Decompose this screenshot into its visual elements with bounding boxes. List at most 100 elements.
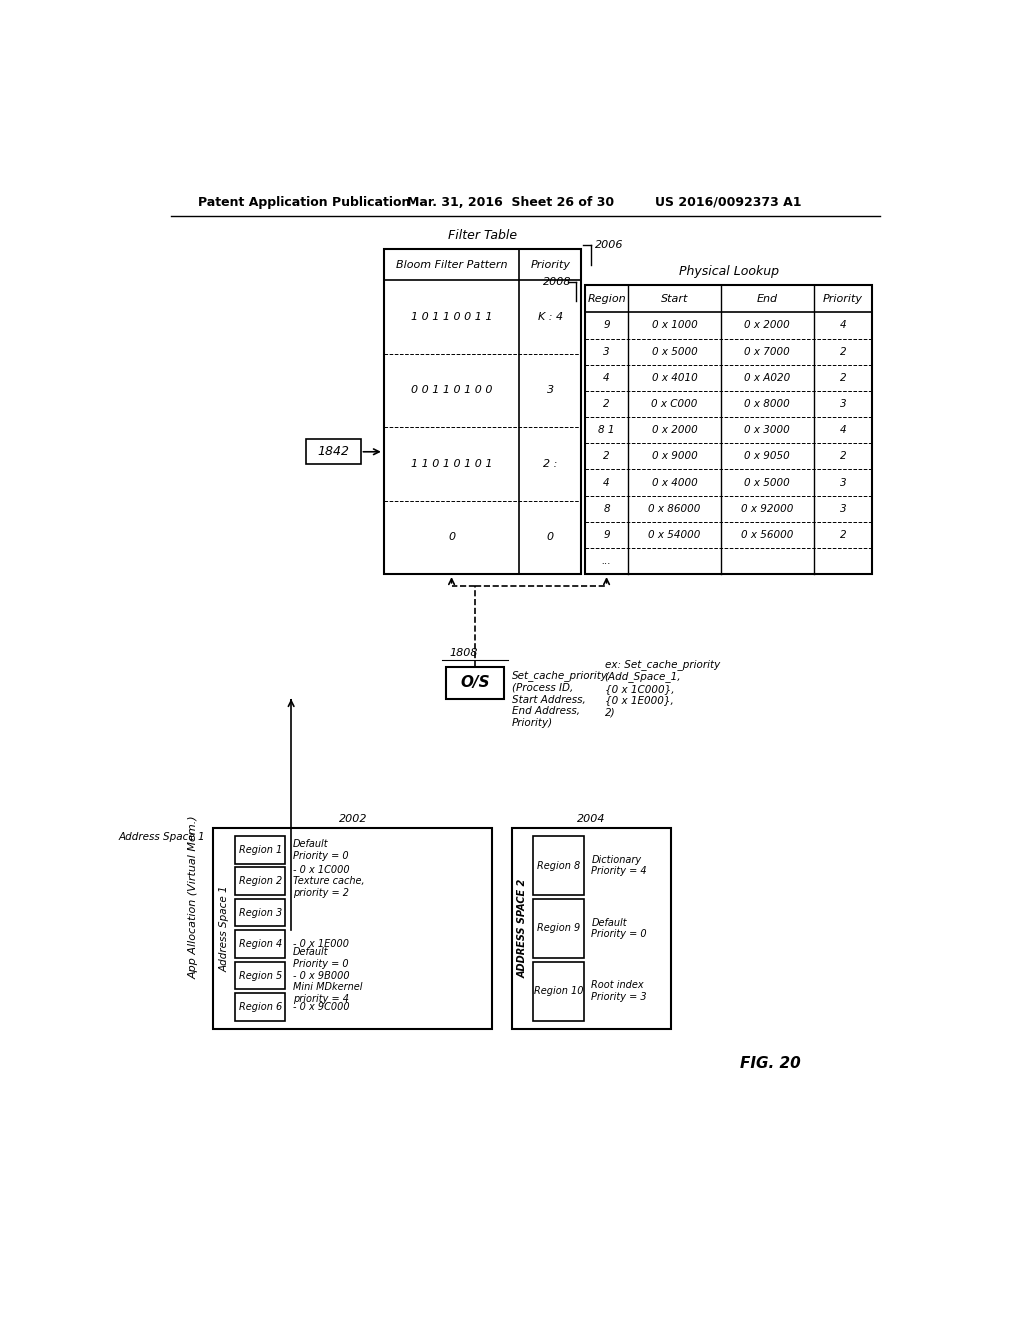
Text: Region 4: Region 4 <box>239 939 282 949</box>
Text: ...: ... <box>602 556 611 566</box>
Bar <box>234 931 286 958</box>
Text: 4: 4 <box>603 478 610 487</box>
Text: 1 1 0 1 0 1 0 1: 1 1 0 1 0 1 0 1 <box>411 459 493 469</box>
Text: 0 x C000: 0 x C000 <box>651 399 697 409</box>
Text: - 0 x 1E000: - 0 x 1E000 <box>293 939 349 949</box>
Text: Region 6: Region 6 <box>239 1002 282 1012</box>
Text: 0 x 2000: 0 x 2000 <box>744 321 791 330</box>
Text: 4: 4 <box>840 425 846 436</box>
Text: 8: 8 <box>603 504 610 513</box>
Text: 0 x 9050: 0 x 9050 <box>744 451 791 462</box>
Text: 0 x 7000: 0 x 7000 <box>744 347 791 356</box>
Text: 2: 2 <box>840 372 846 383</box>
Text: Priority: Priority <box>530 260 570 269</box>
Text: Bloom Filter Pattern: Bloom Filter Pattern <box>396 260 507 269</box>
Text: 0 x 54000: 0 x 54000 <box>648 529 700 540</box>
Text: 0 x 8000: 0 x 8000 <box>744 399 791 409</box>
Text: 0 x 5000: 0 x 5000 <box>744 478 791 487</box>
Text: Dictionary
Priority = 4: Dictionary Priority = 4 <box>592 855 647 876</box>
Text: 0 x 92000: 0 x 92000 <box>741 504 794 513</box>
Text: Region 9: Region 9 <box>537 924 581 933</box>
Text: 2 :: 2 : <box>543 459 557 469</box>
Bar <box>512 829 671 1028</box>
Text: 2: 2 <box>603 451 610 462</box>
Bar <box>234 899 286 927</box>
Text: US 2016/0092373 A1: US 2016/0092373 A1 <box>655 195 802 209</box>
Text: Physical Lookup: Physical Lookup <box>679 265 778 279</box>
Text: 0 x 1000: 0 x 1000 <box>651 321 697 330</box>
Text: 0: 0 <box>547 532 554 543</box>
Text: End: End <box>757 294 778 304</box>
Text: 2004: 2004 <box>577 814 605 824</box>
Text: Default
Priority = 0: Default Priority = 0 <box>293 840 349 861</box>
Bar <box>445 667 504 700</box>
Text: 3: 3 <box>840 478 846 487</box>
Text: ex: Set_cache_priority
(Add_Space_1,
{0 x 1C000},
{0 x 1E000},
2): ex: Set_cache_priority (Add_Space_1, {0 … <box>604 659 720 717</box>
Text: 9: 9 <box>603 529 610 540</box>
Text: 4: 4 <box>603 372 610 383</box>
Text: Region 1: Region 1 <box>239 845 282 855</box>
Text: Priority: Priority <box>823 294 863 304</box>
Text: 3: 3 <box>840 399 846 409</box>
Text: Region 3: Region 3 <box>239 908 282 917</box>
Text: 2002: 2002 <box>339 814 367 824</box>
Bar <box>534 836 584 895</box>
Bar <box>534 962 584 1020</box>
Bar <box>384 249 582 574</box>
Bar <box>234 867 286 895</box>
Text: 4: 4 <box>840 321 846 330</box>
Text: 3: 3 <box>547 385 554 396</box>
Text: 0 0 1 1 0 1 0 0: 0 0 1 1 0 1 0 0 <box>411 385 493 396</box>
Bar <box>234 836 286 863</box>
Text: App Allocation (Virtual Mem.): App Allocation (Virtual Mem.) <box>188 816 199 979</box>
Text: Mar. 31, 2016  Sheet 26 of 30: Mar. 31, 2016 Sheet 26 of 30 <box>407 195 614 209</box>
Text: 2008: 2008 <box>543 277 571 286</box>
Text: 0 x 56000: 0 x 56000 <box>741 529 794 540</box>
Bar <box>234 962 286 990</box>
Text: Region: Region <box>587 294 626 304</box>
Text: 0 x 3000: 0 x 3000 <box>744 425 791 436</box>
Bar <box>213 829 493 1028</box>
Text: 2: 2 <box>603 399 610 409</box>
Text: Default
Priority = 0: Default Priority = 0 <box>592 917 647 940</box>
Text: - 0 x 1C000
Texture cache,
priority = 2: - 0 x 1C000 Texture cache, priority = 2 <box>293 865 365 898</box>
Text: 0 x 86000: 0 x 86000 <box>648 504 700 513</box>
Text: Region 5: Region 5 <box>239 970 282 981</box>
Bar <box>306 440 360 465</box>
Text: O/S: O/S <box>460 676 489 690</box>
Text: Patent Application Publication: Patent Application Publication <box>198 195 411 209</box>
Text: 1842: 1842 <box>317 445 349 458</box>
Text: Default
Priority = 0
- 0 x 9B000
Mini MDkernel
priority = 4: Default Priority = 0 - 0 x 9B000 Mini MD… <box>293 948 362 1003</box>
Text: 8 1: 8 1 <box>598 425 614 436</box>
Text: Start: Start <box>660 294 688 304</box>
Text: K : 4: K : 4 <box>538 312 563 322</box>
Bar <box>534 899 584 958</box>
Text: 0 x 4000: 0 x 4000 <box>651 478 697 487</box>
Text: Address Space 1: Address Space 1 <box>219 886 229 972</box>
Text: 0 x 5000: 0 x 5000 <box>651 347 697 356</box>
Text: Address Space 1: Address Space 1 <box>119 832 206 842</box>
Text: 2006: 2006 <box>595 240 624 251</box>
Text: 2: 2 <box>840 451 846 462</box>
Text: 0 x A020: 0 x A020 <box>744 372 791 383</box>
Text: 1 0 1 1 0 0 1 1: 1 0 1 1 0 0 1 1 <box>411 312 493 322</box>
Text: 0 x 9000: 0 x 9000 <box>651 451 697 462</box>
Text: 9: 9 <box>603 321 610 330</box>
Bar <box>234 993 286 1020</box>
Text: Region 2: Region 2 <box>239 876 282 886</box>
Text: 0 x 2000: 0 x 2000 <box>651 425 697 436</box>
Text: Region 8: Region 8 <box>537 861 581 870</box>
Text: Set_cache_priority
(Process ID,
Start Address,
End Address,
Priority): Set_cache_priority (Process ID, Start Ad… <box>512 671 607 727</box>
Text: 0: 0 <box>449 532 455 543</box>
Text: 0 x 4010: 0 x 4010 <box>651 372 697 383</box>
Text: FIG. 20: FIG. 20 <box>740 1056 801 1071</box>
Text: Filter Table: Filter Table <box>449 228 517 242</box>
Text: 3: 3 <box>840 504 846 513</box>
Text: 2: 2 <box>840 529 846 540</box>
Text: 3: 3 <box>603 347 610 356</box>
Text: ADDRESS SPACE 2: ADDRESS SPACE 2 <box>517 879 527 978</box>
Bar <box>586 285 872 574</box>
Text: - 0 x 9C000: - 0 x 9C000 <box>293 1002 350 1012</box>
Text: 2: 2 <box>840 347 846 356</box>
Text: Root index
Priority = 3: Root index Priority = 3 <box>592 981 647 1002</box>
